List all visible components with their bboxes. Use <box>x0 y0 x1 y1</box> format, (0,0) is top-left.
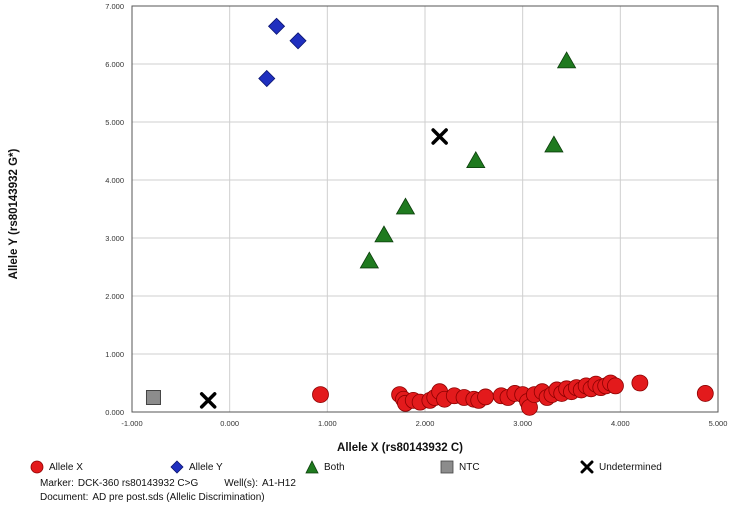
x-tick-label: 1.000 <box>318 419 337 428</box>
both-point <box>395 197 416 215</box>
y-tick-label: 3.000 <box>105 234 124 243</box>
allele-x-point <box>607 377 624 395</box>
legend-label: Allele X <box>49 461 83 473</box>
legend-item-ntc: NTC <box>440 460 480 474</box>
both-point <box>556 51 577 69</box>
undetermined-point <box>431 128 448 145</box>
both-point <box>544 135 564 153</box>
legend-item-undetermined: Undetermined <box>580 460 662 474</box>
y-tick-label: 6.000 <box>105 60 124 69</box>
grid-lines <box>132 6 718 412</box>
x-tick-label: 3.000 <box>513 419 532 428</box>
x-tick-label: 2.000 <box>416 419 435 428</box>
y-tick-label: 5.000 <box>105 118 124 127</box>
legend-item-allele-x: Allele X <box>30 460 83 474</box>
y-tick-label: 4.000 <box>105 176 124 185</box>
y-tick-label: 2.000 <box>105 292 124 301</box>
allele-x-point <box>631 374 649 392</box>
legend-x-icon <box>580 460 594 474</box>
legend-item-allele-y: Allele Y <box>170 460 223 474</box>
legend-label: Both <box>324 461 345 473</box>
legend-square-icon <box>440 460 454 474</box>
legend-label: Undetermined <box>599 461 662 473</box>
x-axis-label: Allele X (rs80143932 C) <box>337 442 463 454</box>
legend-item-both: Both <box>305 460 345 474</box>
allele-y-point <box>289 32 307 50</box>
wells-value: A1-H12 <box>261 478 296 489</box>
undetermined-point <box>199 392 217 409</box>
x-tick-label: 0.000 <box>220 419 239 428</box>
legend-circle-icon <box>30 460 44 474</box>
x-tick-label: -1.000 <box>121 419 142 428</box>
y-tick-label: 7.000 <box>105 2 124 11</box>
document-info: Document: AD pre post.sds (Allelic Discri… <box>40 492 269 503</box>
marker-label: Marker: <box>40 478 74 489</box>
data-points <box>145 17 714 416</box>
allele-x-point <box>477 388 494 406</box>
both-point <box>374 225 394 243</box>
legend: Allele X Allele Y Both NTC Undetermined <box>30 460 730 476</box>
allele-x-point <box>312 386 329 404</box>
ntc-point <box>145 390 161 405</box>
y-axis-label: Allele Y (rs80143932 G*) <box>8 149 20 280</box>
allele-y-point <box>258 69 276 88</box>
allele-y-point <box>267 17 286 35</box>
axis-ticks: -1.000 0.000 1.000 2.000 3.000 4.000 5.000 0.00… <box>105 2 727 428</box>
document-label: Document: <box>40 492 89 503</box>
y-tick-label: 1.000 <box>105 350 124 359</box>
document-value: AD pre post.sds (Allelic Discrimination) <box>92 492 265 503</box>
x-tick-label: 5.000 <box>709 419 728 428</box>
legend-label: Allele Y <box>189 461 223 473</box>
legend-label: NTC <box>459 461 480 473</box>
legend-triangle-icon <box>305 460 319 474</box>
y-tick-label: 0.000 <box>105 408 124 417</box>
x-tick-label: 4.000 <box>611 419 630 428</box>
plot-area <box>131 5 719 413</box>
both-point <box>359 251 380 269</box>
marker-value: DCK-360 rs80143932 C>G <box>77 478 199 489</box>
allele-x-point <box>696 385 714 402</box>
legend-diamond-icon <box>170 460 184 474</box>
both-point <box>466 151 486 169</box>
marker-info: Marker: DCK-360 rs80143932 C>G Well(s): A1-… <box>40 478 300 489</box>
wells-label: Well(s): <box>224 478 258 489</box>
